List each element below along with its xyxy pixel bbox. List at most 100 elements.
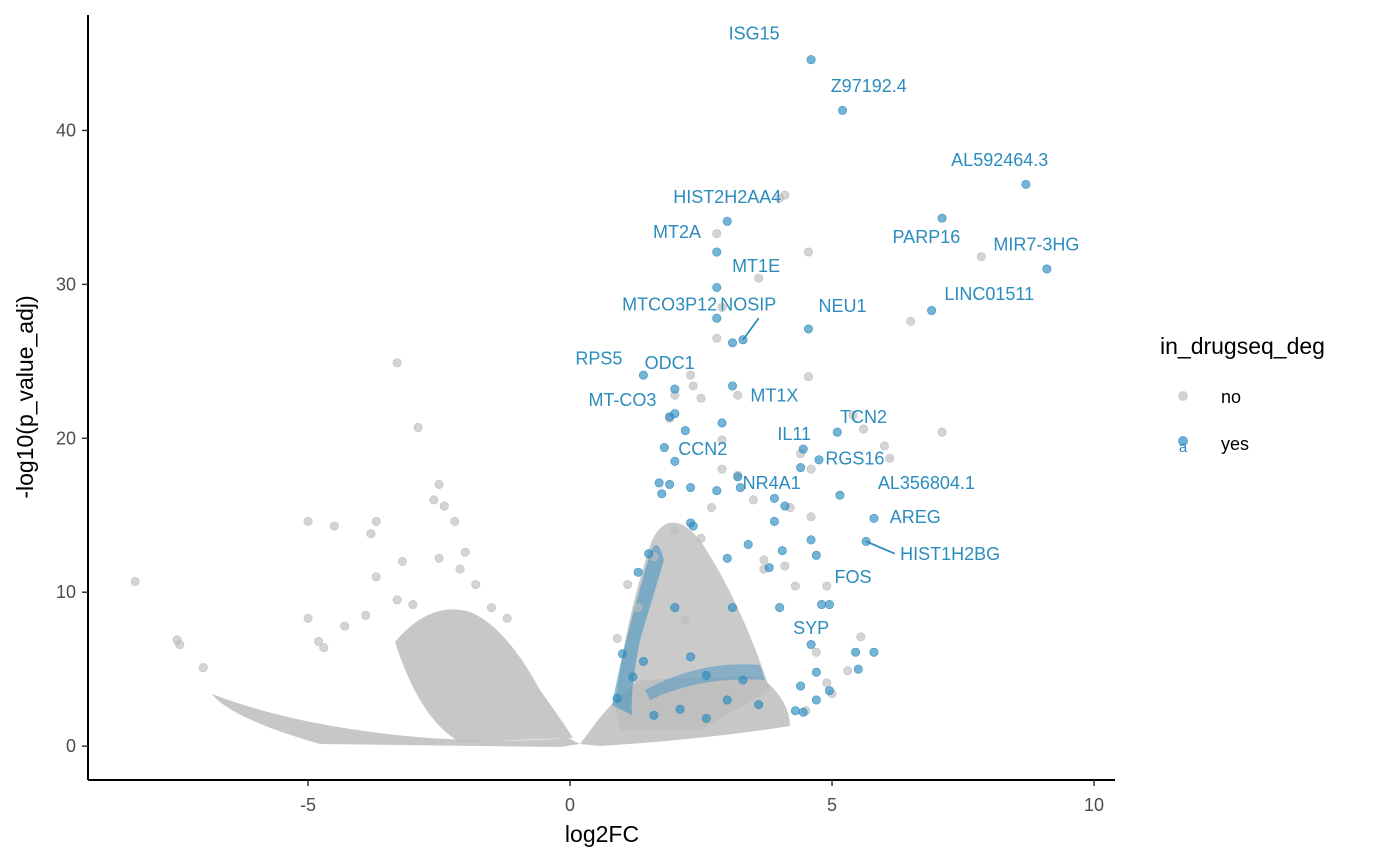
point-yes bbox=[775, 603, 785, 613]
point-yes bbox=[738, 675, 748, 685]
y-axis-title: -log10(p_value_adj) bbox=[12, 295, 38, 498]
point-no bbox=[717, 464, 727, 474]
point-no bbox=[806, 512, 816, 522]
legend-key-no bbox=[1178, 391, 1188, 401]
point-yes bbox=[670, 603, 680, 613]
gene-label: AL592464.3 bbox=[951, 150, 1048, 170]
point-no bbox=[460, 547, 470, 557]
point-yes bbox=[790, 706, 800, 716]
x-tick-label: 10 bbox=[1084, 795, 1104, 815]
negative-fold-core bbox=[395, 609, 573, 742]
gene-label: RPS5 bbox=[575, 348, 622, 368]
gene-label: CCN2 bbox=[678, 439, 727, 459]
point-yes bbox=[811, 667, 821, 677]
gene-label: MT1E bbox=[732, 256, 780, 276]
point-yes bbox=[811, 550, 821, 560]
point-yes bbox=[803, 324, 813, 334]
point-yes bbox=[644, 549, 654, 559]
point-no bbox=[371, 572, 381, 582]
point-yes bbox=[649, 710, 659, 720]
point-yes bbox=[851, 647, 861, 657]
point-no bbox=[822, 678, 832, 688]
gene-label: RGS16 bbox=[825, 448, 884, 468]
point-no bbox=[680, 615, 690, 625]
point-yes bbox=[638, 656, 648, 666]
point-no bbox=[712, 333, 722, 343]
point-yes bbox=[1021, 179, 1031, 189]
point-no bbox=[303, 516, 313, 526]
point-yes bbox=[853, 664, 863, 674]
point-no bbox=[858, 424, 868, 434]
point-no bbox=[471, 580, 481, 590]
point-no bbox=[811, 647, 821, 657]
positive-fold-deg-band bbox=[612, 545, 664, 715]
point-no bbox=[937, 427, 947, 437]
point-yes bbox=[838, 105, 848, 115]
point-yes bbox=[654, 478, 664, 488]
point-yes bbox=[927, 306, 937, 316]
point-no bbox=[429, 495, 439, 505]
point-no bbox=[822, 581, 832, 591]
point-no bbox=[803, 247, 813, 257]
gene-label: MT2A bbox=[653, 222, 701, 242]
point-yes bbox=[824, 600, 834, 610]
point-yes bbox=[806, 640, 816, 650]
point-no bbox=[885, 453, 895, 463]
point-no bbox=[319, 643, 329, 653]
point-no bbox=[623, 580, 633, 590]
point-no bbox=[366, 529, 376, 539]
y-ticks: 0 10 20 30 40 bbox=[56, 120, 88, 756]
point-no bbox=[686, 370, 696, 380]
point-no bbox=[879, 441, 889, 451]
gene-label: TCN2 bbox=[840, 407, 887, 427]
point-yes bbox=[722, 553, 732, 563]
legend-label-no: no bbox=[1221, 387, 1241, 407]
leader-line bbox=[742, 317, 760, 341]
x-axis-title: log2FC bbox=[565, 821, 639, 847]
gene-label: HIST1H2BG bbox=[900, 544, 1000, 564]
point-no bbox=[707, 503, 717, 513]
point-yes bbox=[733, 472, 743, 482]
point-yes bbox=[612, 693, 622, 703]
point-no bbox=[688, 381, 698, 391]
gene-label: AREG bbox=[890, 507, 941, 527]
point-yes bbox=[675, 704, 685, 714]
gene-label: IL11 bbox=[777, 424, 811, 444]
point-no bbox=[976, 252, 986, 262]
point-no bbox=[392, 595, 402, 605]
point-no bbox=[803, 372, 813, 382]
gene-label: Z97192.4 bbox=[831, 76, 907, 96]
point-no bbox=[754, 273, 764, 283]
y-tick-label: 30 bbox=[56, 274, 76, 294]
point-no bbox=[361, 610, 371, 620]
gene-label: MTCO3P12 bbox=[622, 295, 717, 315]
point-no bbox=[371, 516, 381, 526]
gene-label: NR4A1 bbox=[743, 473, 801, 493]
point-no bbox=[455, 564, 465, 574]
point-yes bbox=[727, 338, 737, 348]
positive-fold-deg-band-2 bbox=[645, 664, 765, 700]
x-tick-label: -5 bbox=[300, 795, 316, 815]
point-yes bbox=[814, 455, 824, 465]
point-yes bbox=[717, 418, 727, 428]
x-tick-label: 5 bbox=[827, 795, 837, 815]
point-yes bbox=[659, 443, 669, 453]
points-layer bbox=[130, 55, 1052, 723]
point-no bbox=[780, 561, 790, 571]
point-yes bbox=[798, 444, 808, 454]
point-yes bbox=[764, 563, 774, 573]
point-no bbox=[486, 603, 496, 613]
point-no bbox=[906, 316, 916, 326]
point-yes bbox=[638, 370, 648, 380]
y-tick-label: 10 bbox=[56, 582, 76, 602]
gene-label: PARP16 bbox=[893, 227, 961, 247]
point-no bbox=[775, 193, 785, 203]
point-no bbox=[434, 479, 444, 489]
point-yes bbox=[680, 426, 690, 436]
leader-lines bbox=[742, 317, 896, 555]
point-yes bbox=[701, 670, 711, 680]
point-yes bbox=[665, 479, 675, 489]
point-yes bbox=[769, 493, 779, 503]
point-no bbox=[612, 633, 622, 643]
